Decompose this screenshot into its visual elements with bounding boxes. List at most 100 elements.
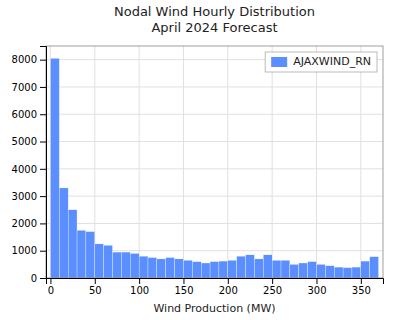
bar [281,260,290,278]
bar [157,259,166,278]
legend-label: AJAXWIND_RN [293,55,371,68]
plot-area: 0 50 100 150 200 250 300 350 0 1000 2000 3000 4000 50… [12,46,384,296]
bar [68,210,77,278]
x-grid-line [360,46,361,278]
bar [201,263,210,278]
x-tick-label: 50 [89,285,102,296]
x-grid-line [139,46,140,278]
y-tick-label: 2000 [12,218,37,229]
y-tick-mark [40,251,46,252]
title-line: April 2024 Forecast [151,20,277,35]
x-tick: 250 [263,278,282,296]
bar [77,230,86,278]
bar [210,262,219,278]
bar [361,261,370,278]
y-tick-label: 4000 [12,164,37,175]
x-tick-label: 150 [174,285,193,296]
y-tick: 1000 [12,245,46,256]
title-line: Nodal Wind Hourly Distribution [114,4,315,19]
bar [139,256,148,278]
y-tick-label: 5000 [12,136,37,147]
y-tick-mark [40,196,46,197]
y-tick: 0 [31,273,46,284]
y-axis: 0 1000 2000 3000 4000 5000 6000 7000 8000 [12,47,47,284]
x-tick-label: 100 [130,285,149,296]
y-grid-line [46,168,383,169]
y-tick: 6000 [12,109,46,120]
x-tick-label: 250 [263,285,282,296]
y-grid-line [46,196,383,197]
y-tick-mark [40,169,46,170]
bar [228,260,237,278]
y-grid-line [46,86,383,87]
bar [325,266,334,278]
bar [130,253,139,278]
x-axis: 0 50 100 150 200 250 300 350 [47,278,384,296]
bar [166,258,175,278]
bar [59,188,68,278]
x-axis-line [47,279,384,285]
y-tick-label: 3000 [12,191,37,202]
y-tick-mark [40,60,46,61]
bar [86,232,95,278]
x-tick-mark [228,278,229,284]
x-tick-mark [50,278,51,284]
bar [104,245,113,278]
bar [299,263,308,278]
x-grid-line [316,46,317,278]
x-tick: 300 [307,278,326,296]
y-tick-mark [40,278,46,279]
y-tick-label: 1000 [12,245,37,256]
bar [113,252,122,278]
bar [237,256,246,278]
bar [121,252,130,278]
chart: 0 50 100 150 200 250 300 350 0 1000 2000 3000 4000 50… [0,0,399,320]
bar [148,258,157,278]
legend-frame [265,52,377,72]
x-tick-label: 200 [219,285,238,296]
plot-frame [46,46,383,278]
x-grid-line [272,46,273,278]
x-grid-line [227,46,228,278]
bar [95,244,104,278]
y-tick: 2000 [12,218,46,229]
title: Nodal Wind Hourly DistributionApril 2024… [114,4,315,35]
bar [308,262,317,278]
x-tick-label: 350 [352,285,371,296]
x-tick-mark [183,278,184,284]
y-tick-mark [40,114,46,115]
bar [343,268,352,278]
x-tick-label: 0 [48,285,54,296]
y-tick-label: 6000 [12,109,37,120]
x-tick-mark [139,278,140,284]
x-tick: 200 [219,278,238,296]
bar [272,260,281,278]
x-tick-mark [272,278,273,284]
x-tick: 100 [130,278,149,296]
bar [370,257,379,278]
bar [263,255,272,278]
y-grid-line [46,114,383,115]
bar [192,262,201,278]
y-tick: 4000 [12,164,46,175]
x-grid-line [183,46,184,278]
y-grid-line [46,223,383,224]
y-tick-mark [40,142,46,143]
y-tick-label: 8000 [12,54,37,65]
bar [316,264,325,278]
bars [50,58,378,278]
y-axis-line [40,47,47,279]
bar [50,58,59,278]
y-tick-mark [40,223,46,224]
bar [175,259,184,278]
x-tick-label: 300 [307,285,326,296]
y-tick-mark [40,87,46,88]
legend-swatch [271,57,287,67]
bar [246,255,255,278]
x-tick: 350 [352,278,371,296]
bar [352,267,361,278]
x-tick-mark [316,278,317,284]
bar [254,259,263,278]
y-tick: 7000 [12,82,46,93]
x-tick: 0 [48,278,54,296]
